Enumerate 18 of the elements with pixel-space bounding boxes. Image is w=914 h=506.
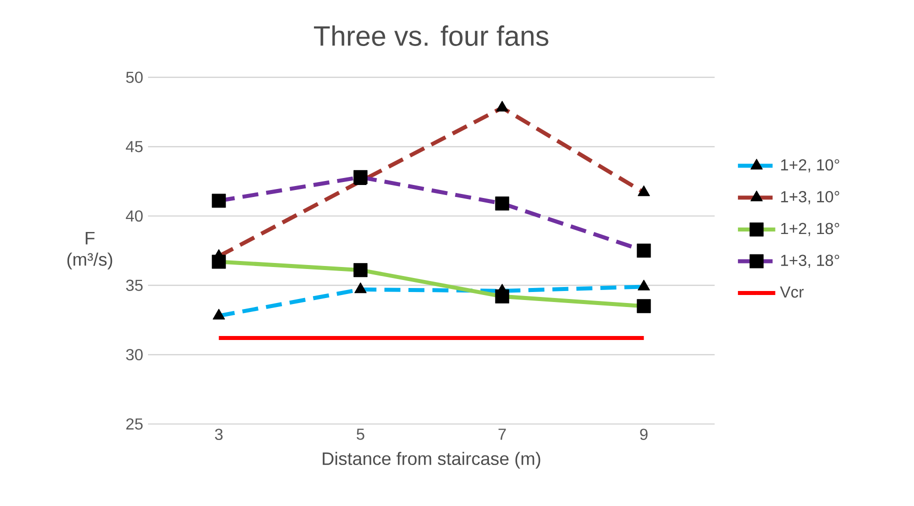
y-axis-title: F (m³/s): [67, 232, 112, 270]
x-tick-label: 5: [356, 428, 364, 440]
x-tick-label: 3: [215, 428, 223, 440]
y-tick-label: 40: [126, 210, 143, 222]
legend-label: 1+3, 10°: [781, 191, 840, 204]
legend-label: Vcr: [780, 286, 804, 298]
chart-title: Three vs. four fans: [314, 25, 548, 46]
x-axis-title: Distance from staircase (m): [322, 452, 540, 469]
y-tick-label: 35: [126, 280, 143, 291]
x-tick-label: 7: [498, 428, 506, 440]
y-tick-label: 25: [126, 418, 143, 430]
legend-label: 1+2, 10°: [781, 159, 840, 172]
y-tick-label: 30: [126, 348, 143, 360]
x-tick-label: 9: [640, 428, 648, 440]
legend-label: 1+2, 18°: [781, 222, 840, 236]
legend-label: 1+3, 18°: [781, 254, 840, 268]
y-tick-label: 45: [126, 141, 143, 152]
y-tick-label: 50: [126, 72, 143, 83]
